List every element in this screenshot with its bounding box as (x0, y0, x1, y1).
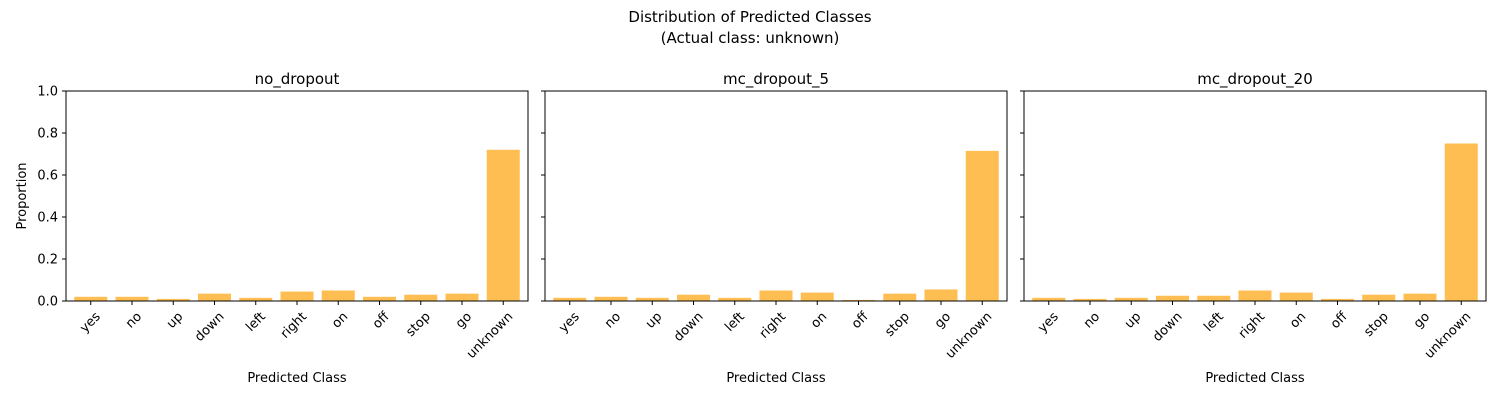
panel-title: mc_dropout_5 (723, 70, 829, 89)
figure-subtitle: (Actual class: unknown) (661, 29, 840, 47)
y-axis-label: Proportion (15, 162, 30, 229)
bar-on (1279, 292, 1313, 301)
bar-off (363, 296, 396, 301)
x-tick-label: off (370, 309, 393, 332)
bar-no (115, 296, 149, 301)
bar-unknown (1444, 143, 1478, 301)
bar-yes (74, 296, 108, 301)
bar-right (280, 291, 314, 301)
x-tick-label: right (1236, 309, 1268, 341)
bar-stop (883, 293, 917, 301)
plot-frame (1023, 90, 1487, 302)
x-tick-label: down (192, 309, 227, 344)
bar-down (1156, 295, 1189, 301)
x-tick-label: on (1287, 309, 1309, 331)
figure-title: Distribution of Predicted Classes (628, 8, 871, 26)
x-tick-label: right (757, 309, 789, 341)
bar-stop (404, 294, 438, 301)
x-tick-label: stop (1361, 309, 1391, 339)
bar-yes (553, 297, 587, 301)
bar-right (759, 290, 793, 301)
y-tick-label: 0.6 (37, 169, 58, 184)
x-tick-label: no (123, 309, 145, 331)
bar-yes (1032, 297, 1066, 301)
plot-frame (544, 90, 1008, 302)
bar-off (842, 299, 875, 301)
x-tick-label: off (1328, 309, 1351, 332)
x-tick-label: on (329, 309, 351, 331)
bar-go (924, 289, 958, 301)
bar-unknown (965, 150, 999, 301)
x-tick-label: yes (1035, 309, 1062, 336)
x-tick-label: up (164, 309, 186, 331)
x-tick-label: go (1411, 309, 1433, 331)
panel-title: no_dropout (255, 70, 340, 89)
x-tick-label: yes (77, 309, 104, 336)
x-axis-label: Predicted Class (1205, 371, 1305, 386)
x-tick-label: yes (556, 309, 583, 336)
y-tick-label: 0.0 (37, 295, 58, 310)
bar-up (156, 298, 190, 301)
y-tick-label: 0.2 (37, 253, 58, 268)
x-axis-label: Predicted Class (726, 371, 826, 386)
bar-no (594, 296, 628, 301)
x-tick-label: down (1150, 309, 1185, 344)
x-tick-label: off (849, 309, 872, 332)
bar-off (1321, 298, 1354, 301)
y-tick-label: 0.4 (37, 211, 58, 226)
plot-frame (65, 90, 529, 302)
chart-panel-2: yes no up down left right on off stop gounknownmc… (541, 70, 1008, 386)
bar-left (1197, 295, 1231, 301)
x-tick-label: up (643, 309, 665, 331)
bar-unknown (486, 149, 520, 301)
bar-left (718, 297, 752, 301)
y-tick-label: 0.8 (37, 127, 58, 142)
chart-panel-1: 0.0 0.2 0.4 0.6 0.8 1.0 yes no up down left right on… (15, 70, 529, 386)
panel-title: mc_dropout_20 (1197, 70, 1313, 89)
bar-up (1114, 297, 1148, 301)
bar-on (321, 290, 355, 301)
x-tick-label: go (453, 309, 475, 331)
chart-panel-3: yes no up down left right on off stop gounknownmc… (1020, 70, 1487, 386)
x-tick-label: on (808, 309, 830, 331)
bar-go (445, 293, 479, 301)
bar-down (677, 294, 710, 301)
bar-up (635, 297, 669, 301)
x-tick-label: go (932, 309, 954, 331)
x-tick-label: stop (882, 309, 912, 339)
x-tick-label: up (1122, 309, 1144, 331)
x-tick-label: no (602, 309, 624, 331)
x-axis-label: Predicted Class (247, 371, 347, 386)
x-tick-label: right (278, 309, 310, 341)
bar-left (239, 297, 273, 301)
x-tick-label: down (671, 309, 706, 344)
x-tick-label: left (243, 309, 269, 335)
y-tick-label: 1.0 (37, 85, 58, 100)
bar-stop (1362, 294, 1396, 301)
x-tick-label: left (722, 309, 748, 335)
bar-down (198, 293, 231, 301)
x-tick-label: left (1201, 309, 1227, 335)
bar-right (1238, 290, 1272, 301)
bar-no (1073, 298, 1107, 301)
x-tick-label: no (1081, 309, 1103, 331)
bar-go (1403, 293, 1437, 301)
x-tick-label: stop (403, 309, 433, 339)
bar-on (800, 292, 834, 301)
